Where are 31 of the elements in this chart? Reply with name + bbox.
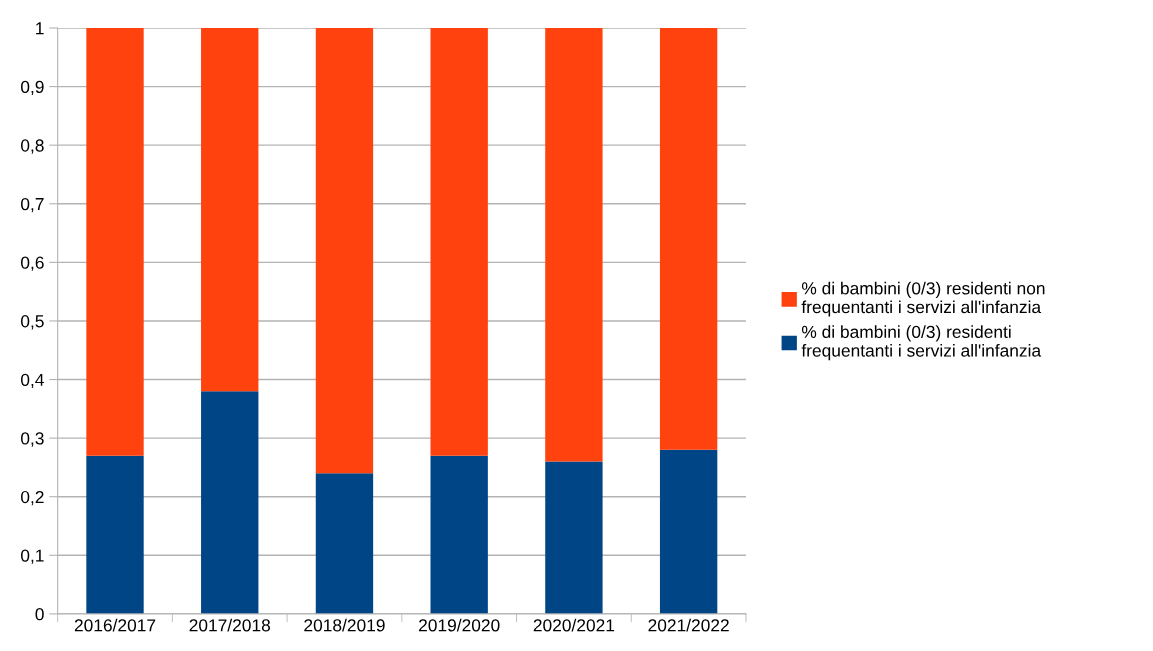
bar <box>659 27 718 450</box>
y-tick-label: 0,8 <box>21 139 44 154</box>
x-tick-label: 2019/2020 <box>419 618 500 632</box>
y-tick-label: 0,5 <box>21 315 44 330</box>
bar <box>315 27 374 474</box>
bar <box>659 449 718 614</box>
y-tick-label: 0,6 <box>21 256 44 271</box>
bar <box>315 473 374 614</box>
y-tick-label: 0,1 <box>21 549 44 564</box>
y-tick-label: 0,3 <box>21 432 44 447</box>
bar <box>201 27 259 392</box>
bar <box>545 27 603 462</box>
x-tick-label: 2020/2021 <box>533 618 615 632</box>
legend-label: % di bambini (0/3) residenti frequentanti i servizi all'infanzia <box>801 325 1042 361</box>
bar <box>201 391 259 614</box>
y-tick-label: 0,4 <box>21 373 44 389</box>
x-tick-label: 2017/2018 <box>189 618 271 632</box>
bar <box>86 27 144 456</box>
y-tick-label: 0 <box>35 608 44 621</box>
y-tick-label: 0,7 <box>21 197 44 213</box>
bar <box>86 455 144 614</box>
y-tick-label: 1 <box>36 22 44 35</box>
bar <box>430 455 488 614</box>
bar <box>545 461 603 614</box>
y-tick-label: 0,9 <box>21 80 44 96</box>
x-tick-label: 2021/2022 <box>648 618 729 632</box>
legend-label: % di bambini (0/3) residenti non frequentanti i servizi all'infanzia <box>801 281 1045 317</box>
bar <box>430 27 488 456</box>
x-tick-label: 2016/2017 <box>74 618 156 632</box>
x-tick-label: 2018/2019 <box>304 618 385 632</box>
y-tick-label: 0,2 <box>21 490 44 506</box>
